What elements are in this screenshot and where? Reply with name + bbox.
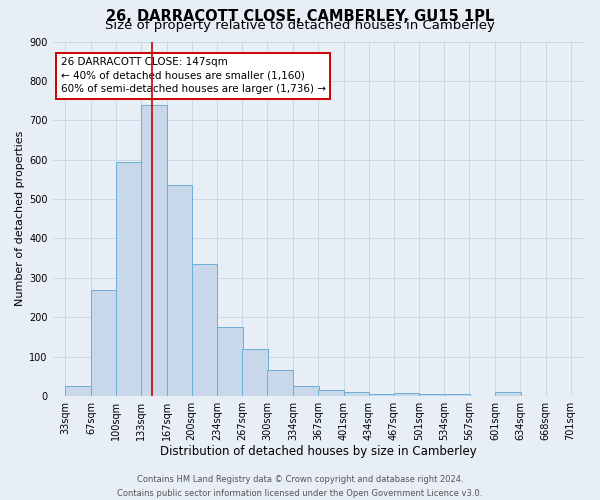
Bar	[368, 394, 394, 396]
Bar	[191, 264, 217, 396]
Bar	[419, 394, 445, 396]
Text: Contains HM Land Registry data © Crown copyright and database right 2024.
Contai: Contains HM Land Registry data © Crown c…	[118, 476, 482, 498]
Bar	[268, 370, 293, 396]
Bar	[217, 327, 243, 396]
Bar	[445, 394, 470, 396]
Text: 26, DARRACOTT CLOSE, CAMBERLEY, GU15 1PL: 26, DARRACOTT CLOSE, CAMBERLEY, GU15 1PL	[106, 9, 494, 24]
Bar	[167, 186, 193, 396]
Bar	[242, 349, 268, 396]
Bar	[65, 386, 91, 396]
Bar	[91, 290, 117, 396]
Bar	[394, 393, 419, 396]
Bar	[318, 390, 344, 396]
X-axis label: Distribution of detached houses by size in Camberley: Distribution of detached houses by size …	[160, 444, 477, 458]
Y-axis label: Number of detached properties: Number of detached properties	[15, 131, 25, 306]
Text: Size of property relative to detached houses in Camberley: Size of property relative to detached ho…	[105, 19, 495, 32]
Bar	[116, 162, 142, 396]
Bar	[344, 392, 370, 396]
Bar	[495, 392, 521, 396]
Bar	[293, 386, 319, 396]
Text: 26 DARRACOTT CLOSE: 147sqm
← 40% of detached houses are smaller (1,160)
60% of s: 26 DARRACOTT CLOSE: 147sqm ← 40% of deta…	[61, 58, 326, 94]
Bar	[141, 104, 167, 396]
